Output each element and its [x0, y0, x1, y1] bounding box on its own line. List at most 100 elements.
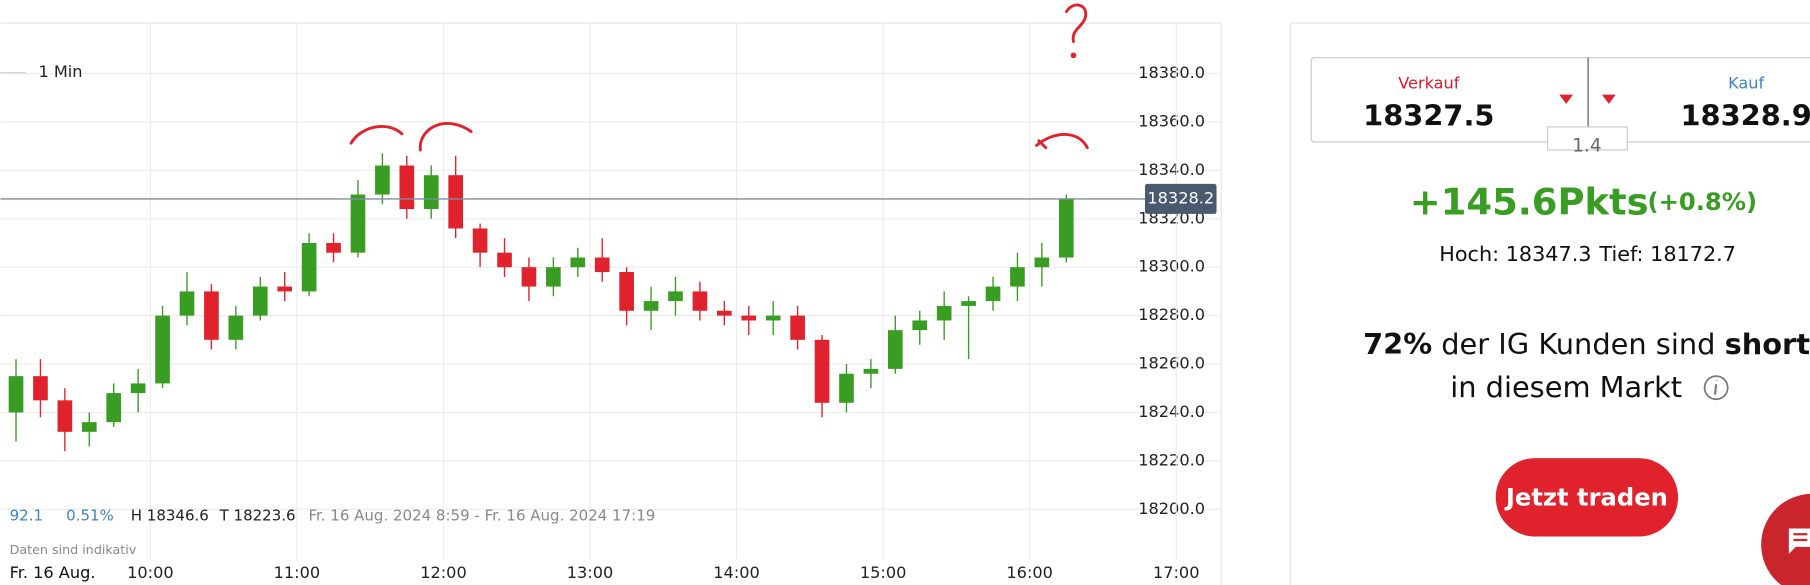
y-tick-label: 18280.0 — [1138, 305, 1205, 324]
info-low: T 18223.6 — [219, 506, 296, 524]
x-tick-label: 13:00 — [567, 563, 614, 582]
y-tick-label: 18340.0 — [1138, 160, 1205, 179]
candle-body — [252, 286, 268, 316]
sentiment-pct: 72% — [1363, 327, 1432, 361]
candle-body — [814, 339, 830, 403]
candle-body — [301, 242, 317, 292]
candle-body — [228, 315, 244, 340]
sell-label[interactable]: Verkauf — [1398, 74, 1460, 93]
panel-high: Hoch: 18347.3 — [1439, 242, 1591, 266]
annotation-dot — [1070, 52, 1077, 59]
annotation-arc — [418, 122, 473, 152]
x-tick-label: 15:00 — [860, 563, 907, 582]
sentiment-tail: in diesem Markt — [1450, 370, 1682, 404]
x-tick-label: 11:00 — [274, 563, 321, 582]
candle-body — [423, 175, 439, 210]
candle-body — [668, 291, 683, 302]
last-price-tag — [1145, 183, 1217, 214]
candle-body — [717, 310, 732, 316]
candle-body — [1010, 267, 1025, 287]
candle-body — [936, 305, 952, 321]
last-price-label: 18328.2 — [1147, 188, 1214, 207]
y-tick-label: 18240.0 — [1138, 402, 1205, 421]
candle-body — [985, 286, 1001, 302]
candle-body — [619, 272, 634, 311]
info-high: H 18346.6 — [131, 506, 209, 524]
panel-change: +145.6Pkts — [1410, 181, 1649, 224]
x-tick-label: 10:00 — [127, 563, 174, 582]
annotation-arc — [1035, 133, 1089, 150]
x-tick-label: 14:00 — [713, 563, 760, 582]
x-tick-label: 16:00 — [1006, 563, 1053, 582]
buy-price[interactable]: 18328.9 — [1680, 99, 1810, 133]
candle-body — [1034, 257, 1050, 268]
candle-body — [790, 315, 805, 340]
candle-body — [765, 315, 781, 321]
candle-body — [643, 301, 659, 311]
spread-box — [1547, 126, 1628, 151]
candle-body — [863, 368, 879, 374]
candle-body — [839, 373, 854, 403]
y-tick-label: 18260.0 — [1138, 354, 1205, 373]
candle-body — [912, 320, 928, 331]
candle-body — [570, 257, 586, 268]
sentiment-side: short — [1725, 327, 1810, 361]
annotations — [349, 3, 1089, 152]
candle-body — [179, 291, 195, 316]
candle-body — [1058, 198, 1074, 258]
candle-body — [741, 315, 757, 321]
y-tick-label: 18200.0 — [1138, 499, 1205, 518]
candle-body — [472, 228, 488, 253]
panel-low: Tief: 18172.7 — [1598, 242, 1736, 266]
candle-body — [399, 165, 415, 210]
candle-body — [57, 400, 73, 432]
candle-body — [277, 286, 293, 292]
panel-change-pct: (+0.8%) — [1648, 188, 1758, 216]
info-change-pct: 0.51% — [66, 506, 114, 524]
interval-label[interactable]: 1 Min — [38, 62, 82, 81]
annotation-arc — [349, 125, 404, 145]
y-tick-label: 18360.0 — [1138, 111, 1205, 130]
trade-button-label[interactable]: Jetzt traden — [1504, 483, 1668, 511]
candle-body — [106, 393, 122, 423]
sentiment: 72% der IG Kunden sind short — [1363, 327, 1810, 361]
candle-body — [521, 267, 537, 287]
info-range: Fr. 16 Aug. 2024 8:59 - Fr. 16 Aug. 2024… — [308, 506, 655, 524]
candle-body — [594, 257, 610, 273]
candle-body — [546, 267, 561, 287]
plot: 18200.0 18220.0 18240.0 18260.0 18280.0 18300… — [0, 23, 1222, 582]
y-tick-label: 18300.0 — [1138, 257, 1205, 276]
y-tick-label: 18380.0 — [1138, 63, 1205, 82]
trade-button[interactable] — [1495, 458, 1679, 537]
direction-arrows — [1559, 94, 1616, 104]
candle-body — [81, 422, 97, 432]
panel — [1289, 22, 1810, 585]
x-tick-label: 12:00 — [420, 563, 467, 582]
candle-body — [326, 242, 341, 253]
candle-body — [130, 383, 146, 394]
candle-body — [350, 194, 366, 253]
buy-label[interactable]: Kauf — [1728, 74, 1764, 93]
info-note: Daten sind indikativ — [10, 542, 137, 557]
sentiment-text: der IG Kunden sind — [1441, 327, 1715, 361]
spread: 1.4 — [1572, 136, 1601, 157]
info-date: Fr. 16 Aug. — [10, 563, 96, 582]
sell-price[interactable]: 18327.5 — [1363, 99, 1494, 133]
candle-body — [155, 315, 170, 384]
y-tick-label: 18220.0 — [1138, 450, 1205, 469]
candle-body — [961, 301, 976, 306]
chat-button[interactable] — [1761, 493, 1810, 585]
info-icon[interactable] — [1703, 375, 1729, 401]
info-icon-glyph — [1713, 380, 1718, 395]
candle-body — [375, 165, 390, 195]
chat-icon-lines — [1793, 533, 1808, 542]
info-change: 92.1 — [10, 506, 43, 524]
annotation-question — [1065, 3, 1088, 43]
candle-body — [448, 175, 463, 229]
candle-body — [887, 330, 903, 369]
candle-body — [692, 291, 708, 311]
candle-body — [204, 291, 219, 340]
x-tick-label: 17:00 — [1153, 563, 1200, 582]
candle-body — [497, 252, 512, 268]
